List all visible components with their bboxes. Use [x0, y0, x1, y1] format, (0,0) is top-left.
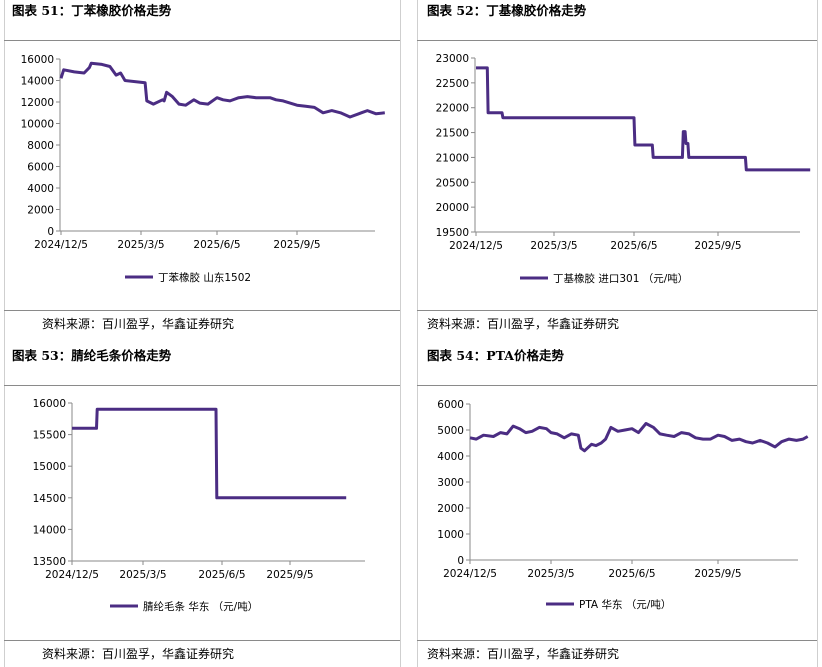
- y-tick-label: 21000: [436, 152, 469, 164]
- x-tick-label: 2025/9/5: [694, 568, 741, 580]
- y-tick-label: 16000: [33, 398, 66, 410]
- y-tick-label: 16000: [21, 54, 54, 66]
- y-tick-label: 13500: [33, 556, 66, 568]
- x-tick-label: 2025/9/5: [694, 240, 741, 252]
- x-tick-label: 2024/12/5: [443, 568, 497, 580]
- chart-52-top-rule: [417, 40, 817, 41]
- legend-label: 丁苯橡胶 山东1502: [158, 271, 251, 284]
- y-tick-label: 2000: [437, 503, 464, 515]
- y-tick-label: 14000: [21, 76, 54, 88]
- chart-53-top-rule: [4, 385, 400, 386]
- y-tick-label: 20500: [436, 177, 469, 189]
- chart-52-bottom-rule: [417, 310, 817, 311]
- y-tick-label: 14500: [33, 493, 66, 505]
- chart-53-bottom-rule: [4, 640, 400, 641]
- chart-51-source: 资料来源：百川盈孚，华鑫证券研究: [42, 317, 235, 331]
- y-tick-label: 20000: [436, 202, 469, 214]
- x-tick-label: 2025/3/5: [117, 239, 164, 251]
- x-tick-label: 2025/3/5: [119, 569, 166, 581]
- x-tick-label: 2025/6/5: [610, 240, 657, 252]
- y-tick-label: 12000: [21, 97, 54, 109]
- chart-51-top-rule: [4, 40, 400, 41]
- x-tick-label: 2024/12/5: [34, 239, 88, 251]
- right-border: [817, 0, 818, 667]
- y-tick-label: 19500: [436, 227, 469, 239]
- x-tick-label: 2025/6/5: [198, 569, 245, 581]
- chart-54-source: 资料来源：百川盈孚，华鑫证券研究: [427, 647, 620, 661]
- y-tick-label: 15000: [33, 461, 66, 473]
- chart-51-title: 图表 51：丁苯橡胶价格走势: [12, 3, 172, 18]
- chart-54-top-rule: [417, 385, 817, 386]
- y-tick-label: 5000: [437, 425, 464, 437]
- center-divider-2: [417, 0, 418, 667]
- x-tick-label: 2025/6/5: [193, 239, 240, 251]
- x-tick-label: 2024/12/5: [449, 240, 503, 252]
- y-tick-label: 1000: [437, 529, 464, 541]
- legend-label: PTA 华东 （元/吨）: [579, 598, 671, 611]
- y-tick-label: 23000: [436, 53, 469, 65]
- y-tick-label: 4000: [437, 451, 464, 463]
- chart-52-title: 图表 52：丁基橡胶价格走势: [427, 3, 587, 18]
- chart-52-source: 资料来源：百川盈孚，华鑫证券研究: [427, 317, 620, 331]
- y-tick-label: 3000: [437, 477, 464, 489]
- y-tick-label: 4000: [27, 183, 54, 195]
- y-tick-label: 6000: [437, 399, 464, 411]
- series-line: [476, 66, 811, 172]
- chart-54-bottom-rule: [417, 640, 817, 641]
- y-tick-label: 14000: [33, 524, 66, 536]
- legend-label: 丁基橡胶 进口301 （元/吨）: [553, 272, 688, 285]
- y-tick-label: 15500: [33, 430, 66, 442]
- y-tick-label: 10000: [21, 119, 54, 131]
- y-tick-label: 8000: [27, 140, 54, 152]
- chart-53-source: 资料来源：百川盈孚，华鑫证券研究: [42, 647, 235, 661]
- y-tick-label: 6000: [27, 162, 54, 174]
- x-tick-label: 2025/3/5: [527, 568, 574, 580]
- y-tick-label: 0: [457, 555, 464, 567]
- center-divider: [400, 0, 401, 667]
- series-line: [59, 61, 385, 119]
- x-tick-label: 2024/12/5: [45, 569, 99, 581]
- series-line: [469, 422, 809, 453]
- y-tick-label: 21500: [436, 128, 469, 140]
- chart-54-title: 图表 54：PTA价格走势: [427, 348, 564, 363]
- x-tick-label: 2025/9/5: [266, 569, 313, 581]
- chart-51-bottom-rule: [4, 310, 400, 311]
- left-border: [4, 0, 5, 667]
- chart-53-title: 图表 53：腈纶毛条价格走势: [12, 348, 172, 363]
- y-tick-label: 22500: [436, 78, 469, 90]
- y-tick-label: 2000: [27, 205, 54, 217]
- x-tick-label: 2025/6/5: [608, 568, 655, 580]
- legend-label: 腈纶毛条 华东 （元/吨）: [143, 600, 258, 613]
- x-tick-label: 2025/9/5: [273, 239, 320, 251]
- x-tick-label: 2025/3/5: [530, 240, 577, 252]
- y-tick-label: 0: [47, 226, 54, 238]
- series-line: [72, 407, 347, 500]
- y-tick-label: 22000: [436, 103, 469, 115]
